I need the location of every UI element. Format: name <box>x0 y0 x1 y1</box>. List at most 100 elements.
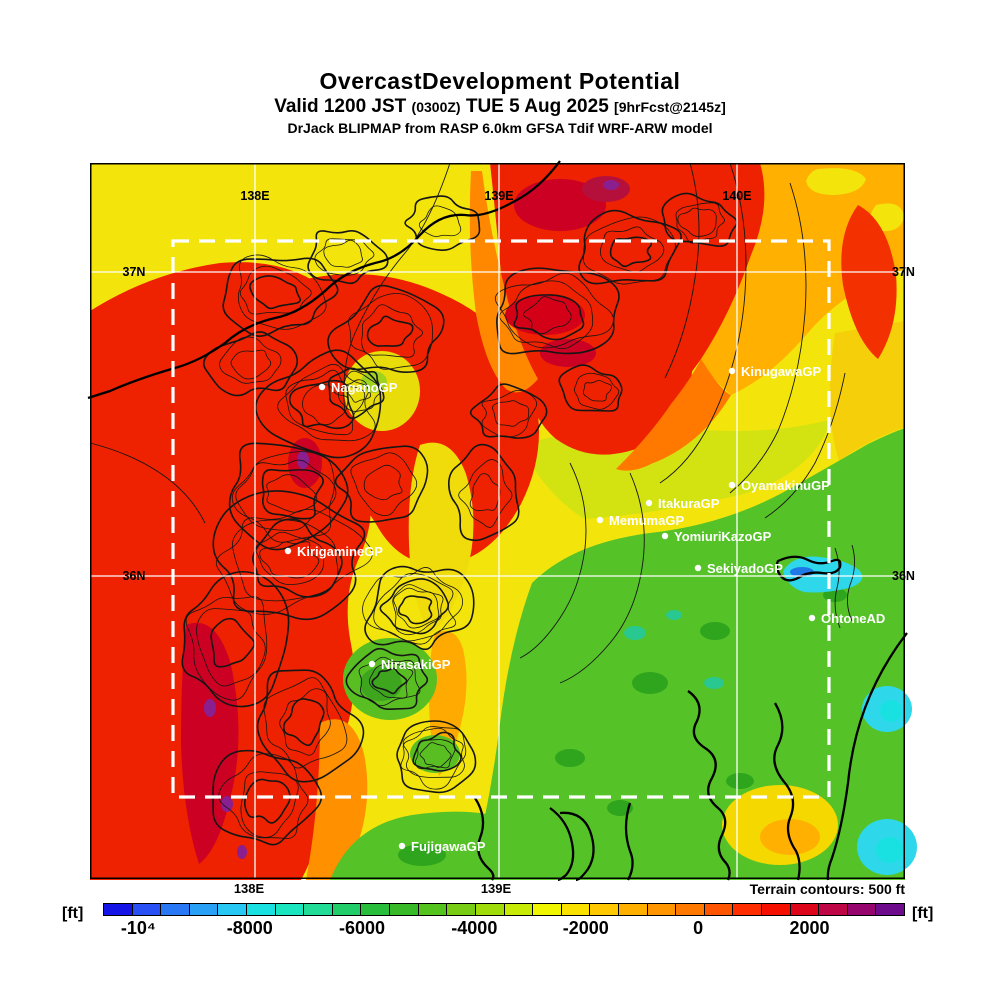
below-map-labels: Terrain contours: 500 ft 138E 139E <box>0 881 1000 899</box>
station-label: NirasakiGP <box>381 657 451 672</box>
color-region <box>616 359 731 471</box>
station-label: OyamakinuGP <box>741 478 830 493</box>
colorbar-segment <box>418 904 448 915</box>
colorbar-segment <box>676 904 705 915</box>
station-marker <box>398 842 406 850</box>
color-region <box>624 626 646 640</box>
color-region <box>880 700 902 722</box>
colorbar-tick-label: -6000 <box>339 918 386 938</box>
coordinate-label: 36N <box>123 569 146 583</box>
station-label: ItakuraGP <box>658 496 720 511</box>
colorbar-segment <box>161 904 190 915</box>
coordinate-labels: 138E 139E 140E 37N 37N 36N 36N <box>123 189 915 583</box>
color-region <box>470 428 905 880</box>
colorbar-tick-label: 0 <box>693 918 704 938</box>
colorbar-segment <box>790 904 820 915</box>
stations: NaganoGP KinugawaGP OyamakinuGP ItakuraGP Me… <box>284 364 885 854</box>
station-marker <box>728 481 736 489</box>
colorbar-segment <box>819 904 848 915</box>
color-region <box>469 171 538 393</box>
color-region <box>290 274 539 565</box>
color-region <box>398 844 446 866</box>
station-marker <box>596 516 604 524</box>
color-region <box>582 176 630 202</box>
coordinate-label: 138E <box>240 189 269 203</box>
forecast-map-svg: 138E 139E 140E 37N 37N 36N 36N NaganoGP Kinugawa… <box>87 160 917 882</box>
bottom-lon-label: 138E <box>233 881 265 896</box>
colorbar-tick-label: -2000 <box>562 918 609 938</box>
colorbar-segment <box>533 904 562 915</box>
colorbar-segment <box>361 904 391 915</box>
color-region <box>806 168 866 195</box>
colorbar-unit-right: [ft] <box>912 905 934 922</box>
color-region <box>704 677 724 689</box>
colorbar-segment <box>304 904 333 915</box>
map-border <box>90 163 905 879</box>
colorbar-segment <box>762 904 791 915</box>
station-label: KinugawaGP <box>741 364 822 379</box>
station-label: KirigamineGP <box>297 544 383 559</box>
color-region <box>876 837 904 863</box>
contour-lines <box>89 162 855 846</box>
coordinate-label: 36N <box>892 569 915 583</box>
coordinate-label: 37N <box>892 265 915 279</box>
color-region <box>829 321 905 461</box>
color-region <box>700 622 730 640</box>
station-label: YomiuriKazoGP <box>674 529 772 544</box>
bottom-lon-label: 139E <box>480 881 512 896</box>
station-label: OhtoneAD <box>821 611 885 626</box>
color-region <box>603 180 619 190</box>
colorbar-segment <box>104 904 133 915</box>
station-marker <box>661 532 669 540</box>
station-label: NaganoGP <box>331 380 398 395</box>
title-block: OvercastDevelopment Potential Valid 1200… <box>0 68 1000 136</box>
colorbar-segment <box>618 904 648 915</box>
coordinate-label: 140E <box>722 189 751 203</box>
color-region <box>297 451 309 469</box>
color-region <box>666 610 682 620</box>
color-region <box>632 672 668 694</box>
colorbar-tick-label: 2000 <box>789 918 830 938</box>
colorbar-tick-label: -4000 <box>451 918 498 938</box>
dashed-domain-box <box>171 239 831 799</box>
colorbar-segment <box>218 904 248 915</box>
colorbar-segment <box>332 904 362 915</box>
colorbar <box>103 903 905 916</box>
colorbar-segment <box>275 904 305 915</box>
valid-time-line: Valid 1200 JST (0300Z) TUE 5 Aug 2025 [9… <box>0 96 1000 118</box>
page-title: OvercastDevelopment Potential <box>319 68 681 94</box>
coordinate-label: 37N <box>123 265 146 279</box>
color-region <box>783 556 863 593</box>
station-marker <box>368 660 376 668</box>
station-label: MemumaGP <box>609 513 684 528</box>
colorbar-segment <box>475 904 505 915</box>
latlon-grid <box>90 163 905 879</box>
color-region <box>306 719 368 880</box>
colorbar-segment <box>390 904 419 915</box>
forecast-run: [9hrFcst@2145z] <box>614 99 726 116</box>
zulu-time: (0300Z) <box>411 99 461 116</box>
color-region <box>221 796 233 812</box>
colorbar-tick-label: -8000 <box>226 918 273 938</box>
station-label: FujigawaGP <box>411 839 486 854</box>
colorbar-segment <box>504 904 534 915</box>
station-marker <box>318 383 326 391</box>
terrain-contours-note: Terrain contours: 500 ft <box>749 881 905 897</box>
station-marker <box>808 614 816 622</box>
colorbar-segment <box>561 904 591 915</box>
colorbar-tick-label: -10⁴ <box>120 918 156 938</box>
model-line: DrJack BLIPMAP from RASP 6.0km GFSA Tdif… <box>287 120 713 137</box>
coordinate-label: 139E <box>484 189 513 203</box>
color-region <box>408 442 474 634</box>
station-marker <box>645 499 653 507</box>
color-region <box>237 845 247 859</box>
colorbar-segment <box>132 904 162 915</box>
colorbar-unit-left: [ft] <box>62 905 84 922</box>
colorbar-segment <box>590 904 619 915</box>
colorbar-segment <box>447 904 476 915</box>
colorbar-ticks: -10⁴ -8000 -6000 -4000 -2000 0 2000 <box>103 918 905 944</box>
colorbar-segment <box>247 904 276 915</box>
colorbar-segment <box>704 904 734 915</box>
station-label: SekiyadoGP <box>707 561 783 576</box>
